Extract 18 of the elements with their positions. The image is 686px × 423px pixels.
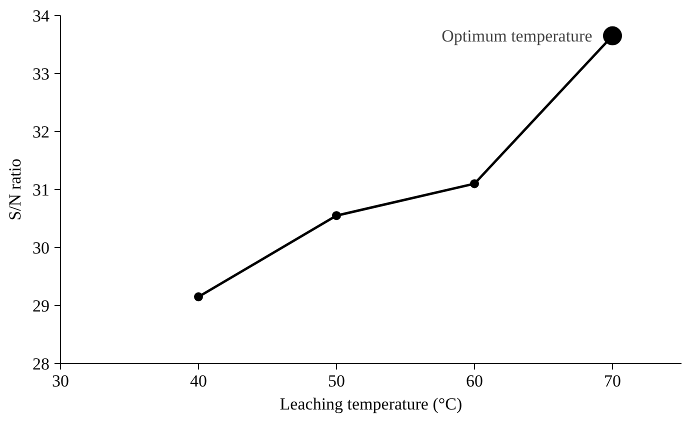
- x-axis-title: Leaching temperature (°C): [280, 394, 462, 414]
- y-axis-title: S/N ratio: [6, 158, 24, 220]
- x-tick-label: 60: [466, 372, 483, 390]
- annotation: Optimum temperature: [442, 26, 592, 46]
- y-tick-label: 33: [32, 64, 50, 84]
- point: [470, 179, 479, 188]
- x-tick-label: 70: [604, 372, 621, 390]
- y-tick-label: 32: [32, 122, 50, 142]
- point: [332, 211, 341, 220]
- point: [194, 292, 203, 302]
- y-tick-label: 31: [32, 180, 50, 200]
- y-tick-label: 28: [32, 354, 50, 374]
- x-tick-label: 30: [52, 372, 69, 390]
- x-tick-label: 40: [190, 372, 207, 390]
- y-tick-label: 30: [32, 238, 50, 258]
- y-tick-label: 34: [32, 6, 50, 26]
- x-tick-label: 50: [328, 372, 345, 390]
- y-tick-label: 29: [32, 296, 50, 316]
